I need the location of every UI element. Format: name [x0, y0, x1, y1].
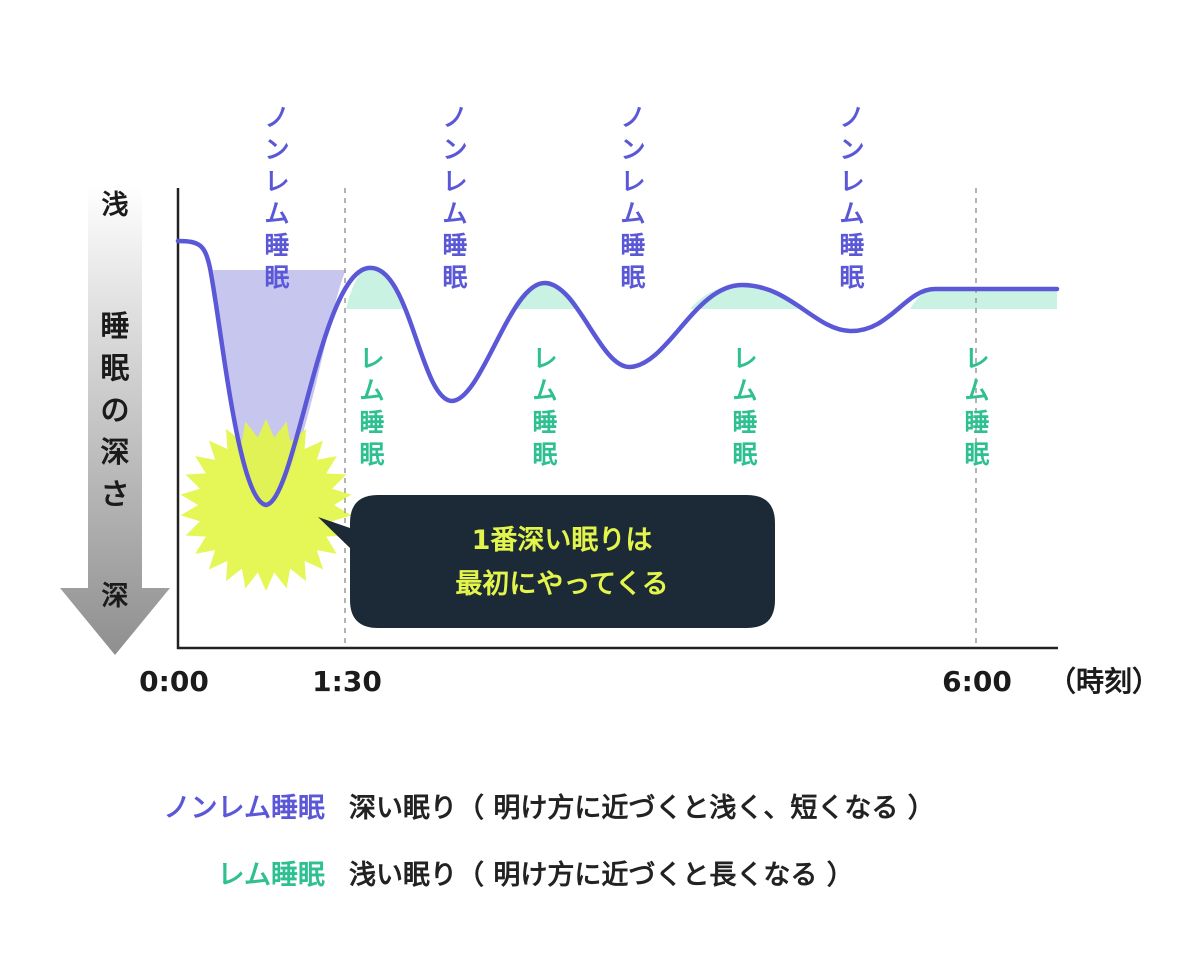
nonrem-label-3-char: レ	[620, 167, 645, 196]
callout-line-2: 最初にやってくる	[455, 569, 668, 600]
callout-bubble	[318, 495, 775, 628]
nonrem-label-3-char: ノ	[620, 103, 645, 132]
time-tick-0-00: 0:00	[139, 665, 209, 698]
rem-label-4-char: 睡	[964, 408, 989, 437]
nonrem-label-4-char: ン	[839, 135, 864, 164]
time-tick-6-00: 6:00	[942, 665, 1012, 698]
down-arrow-icon	[60, 185, 170, 655]
rem-label-3-char: 睡	[732, 408, 757, 437]
sleep-depth-curve	[175, 238, 1060, 508]
rem-label-1-char: ム	[359, 376, 384, 405]
legend-rem: レム睡眠 浅い眠り（ 明け方に近づくと長くなる ）	[103, 853, 854, 892]
nonrem-label-2-char: レ	[442, 167, 467, 196]
nonrem-label-4-char: ム	[839, 199, 864, 228]
rem-label-1: レム睡眠	[359, 344, 384, 469]
nonrem-label-2-char: 眠	[442, 263, 467, 292]
rem-label-2: レム睡眠	[532, 344, 557, 469]
nonrem-label-4: ノンレム睡眠	[839, 103, 864, 292]
nonrem-label-1: ノンレム睡眠	[264, 103, 289, 292]
nonrem-label-4-char: 睡	[839, 231, 864, 260]
nonrem-label-1-char: ン	[264, 135, 289, 164]
rem-label-1-char: 睡	[359, 408, 384, 437]
nonrem-label-2-char: ム	[442, 199, 467, 228]
rem-label-4: レム睡眠	[964, 344, 989, 469]
time-axis-unit: （時刻）	[1048, 665, 1160, 698]
nonrem-label-1-char: 眠	[264, 263, 289, 292]
nonrem-label-3: ノンレム睡眠	[620, 103, 645, 292]
nonrem-label-1-char: 睡	[264, 231, 289, 260]
rem-label-2-char: レ	[532, 344, 557, 373]
rem-label-3: レム睡眠	[732, 344, 757, 469]
nonrem-label-4-char: ノ	[839, 103, 864, 132]
depth-axis-label-text-char: 睡	[100, 309, 129, 343]
depth-axis-label-text-char: の	[100, 393, 129, 427]
rem-label-4-char: ム	[964, 376, 989, 405]
legend-rem-desc: 浅い眠り（ 明け方に近づくと長くなる ）	[349, 860, 854, 891]
time-tick-1-30: 1:30	[312, 665, 382, 698]
rem-label-1-char: 眠	[359, 440, 384, 469]
nonrem-label-4-char: 眠	[839, 263, 864, 292]
legend-nonrem: ノンレム睡眠 深い眠り（ 明け方に近づくと浅く、短くなる ）	[103, 786, 935, 825]
nonrem-label-3-char: ン	[620, 135, 645, 164]
legend-rem-term: レム睡眠	[217, 860, 325, 891]
depth-top-label: 浅	[102, 190, 129, 221]
nonrem-label-3-char: ム	[620, 199, 645, 228]
rem-label-4-char: 眠	[964, 440, 989, 469]
nonrem-label-2-char: ン	[442, 135, 467, 164]
rem-label-4-char: レ	[964, 344, 989, 373]
depth-axis-label-text-char: さ	[100, 477, 129, 511]
nonrem-label-4-char: レ	[839, 167, 864, 196]
nonrem-label-1-char: レ	[264, 167, 289, 196]
nonrem-label-2-char: ノ	[442, 103, 467, 132]
depth-bottom-label: 深	[102, 581, 129, 612]
depth-axis-label-text-char: 深	[100, 435, 129, 469]
rem-label-2-char: 睡	[532, 408, 557, 437]
nonrem-label-2-char: 睡	[442, 231, 467, 260]
depth-axis-label-text-char: 眠	[100, 351, 129, 385]
nonrem-label-3-char: 眠	[620, 263, 645, 292]
callout-line-1: 1番深い眠りは	[472, 525, 653, 556]
legend-nonrem-desc: 深い眠り（ 明け方に近づくと浅く、短くなる ）	[349, 793, 935, 824]
nonrem-label-1-char: ノ	[264, 103, 289, 132]
rem-label-2-char: 眠	[532, 440, 557, 469]
nonrem-label-3-char: 睡	[620, 231, 645, 260]
nonrem-label-1-char: ム	[264, 199, 289, 228]
rem-label-2-char: ム	[532, 376, 557, 405]
rem-label-1-char: レ	[359, 344, 384, 373]
nonrem-label-2: ノンレム睡眠	[442, 103, 467, 292]
rem-label-3-char: 眠	[732, 440, 757, 469]
rem-label-3-char: レ	[732, 344, 757, 373]
rem-label-3-char: ム	[732, 376, 757, 405]
legend-nonrem-term: ノンレム睡眠	[163, 793, 325, 824]
